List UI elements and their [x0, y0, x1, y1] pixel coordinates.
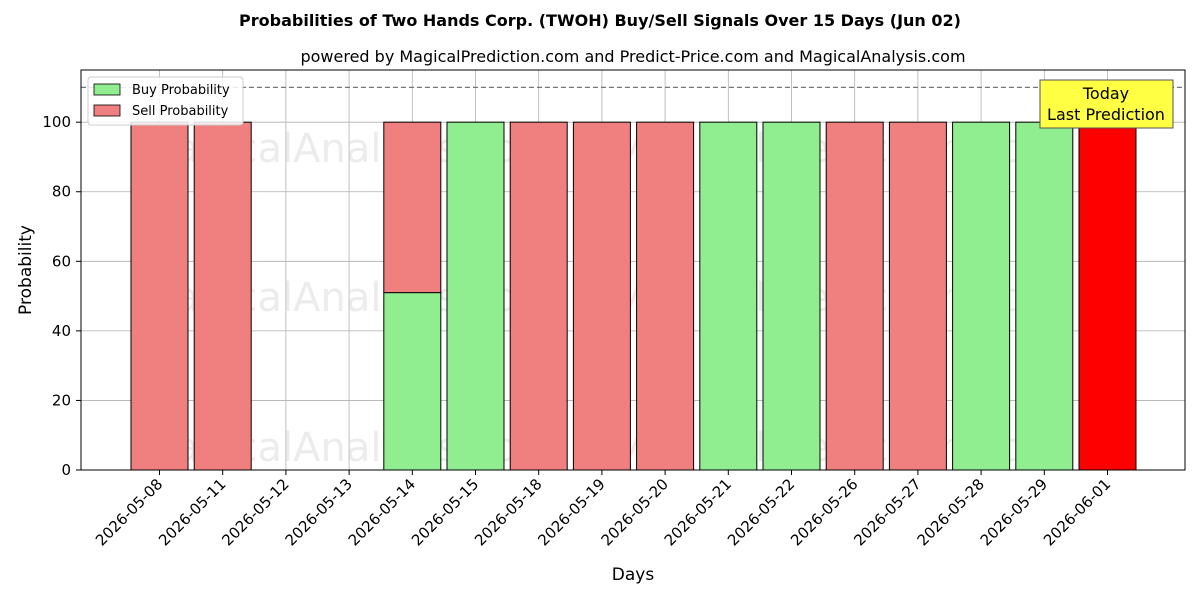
x-tick-label: 2026-05-19	[534, 475, 608, 549]
y-tick-label: 40	[52, 322, 71, 340]
y-axis-label: Probability	[16, 225, 36, 315]
bar-buy	[446, 121, 505, 471]
bar-buy	[1015, 121, 1074, 471]
x-tick-label: 2026-05-22	[724, 475, 798, 549]
x-tick-label: 2026-05-28	[914, 475, 988, 549]
bar-sell	[572, 121, 631, 471]
bar-sell	[193, 121, 252, 471]
bar-sell	[383, 121, 442, 294]
bar-sell	[636, 121, 695, 471]
x-tick-label: 2026-05-08	[92, 475, 166, 549]
bars	[130, 121, 1137, 471]
bar-sell	[1078, 121, 1137, 471]
x-tick-label: 2026-05-12	[218, 475, 292, 549]
bar-buy	[952, 121, 1011, 471]
bar-sell	[509, 121, 568, 471]
bar-sell	[825, 121, 884, 471]
legend: Buy Probability Sell Probability	[87, 76, 244, 126]
chart-subtitle: powered by MagicalPrediction.com and Pre…	[300, 47, 965, 66]
bar-sell	[130, 121, 189, 471]
x-tick-label: 2026-05-14	[345, 475, 419, 549]
bar-buy	[699, 121, 758, 471]
x-tick-label: 2026-05-27	[850, 475, 924, 549]
legend-box	[87, 76, 244, 126]
y-tick-label: 100	[42, 113, 71, 131]
annotation-line2: Last Prediction	[1047, 105, 1165, 124]
x-tick-label: 2026-05-21	[661, 475, 735, 549]
x-tick-label: 2026-05-13	[282, 475, 356, 549]
legend-swatch-sell	[93, 104, 121, 117]
annotation-line1: Today	[1082, 84, 1129, 103]
x-tick-label: 2026-05-20	[598, 475, 672, 549]
chart-title: Probabilities of Two Hands Corp. (TWOH) …	[239, 11, 961, 30]
y-tick-label: 0	[61, 461, 71, 479]
legend-label-buy: Buy Probability	[132, 83, 230, 98]
plot-frame	[80, 69, 1186, 471]
y-tick-label: 60	[52, 252, 71, 270]
bar-buy	[762, 121, 821, 471]
legend-swatch-buy	[93, 83, 121, 96]
x-tick-label: 2026-06-01	[1040, 475, 1114, 549]
x-tick-label: 2026-05-18	[471, 475, 545, 549]
x-tick-label: 2026-05-11	[155, 475, 229, 549]
y-tick-label: 20	[52, 391, 71, 409]
bar-sell	[888, 121, 947, 471]
legend-label-sell: Sell Probability	[132, 104, 229, 119]
today-annotation: Today Last Prediction	[1039, 79, 1174, 129]
bar-buy	[383, 292, 442, 471]
x-tick-label: 2026-05-29	[977, 475, 1051, 549]
x-tick-label: 2026-05-15	[408, 475, 482, 549]
x-axis-label: Days	[612, 565, 655, 585]
annotation-box	[1039, 79, 1174, 129]
x-tick-label: 2026-05-26	[787, 475, 861, 549]
y-tick-label: 80	[52, 183, 71, 201]
